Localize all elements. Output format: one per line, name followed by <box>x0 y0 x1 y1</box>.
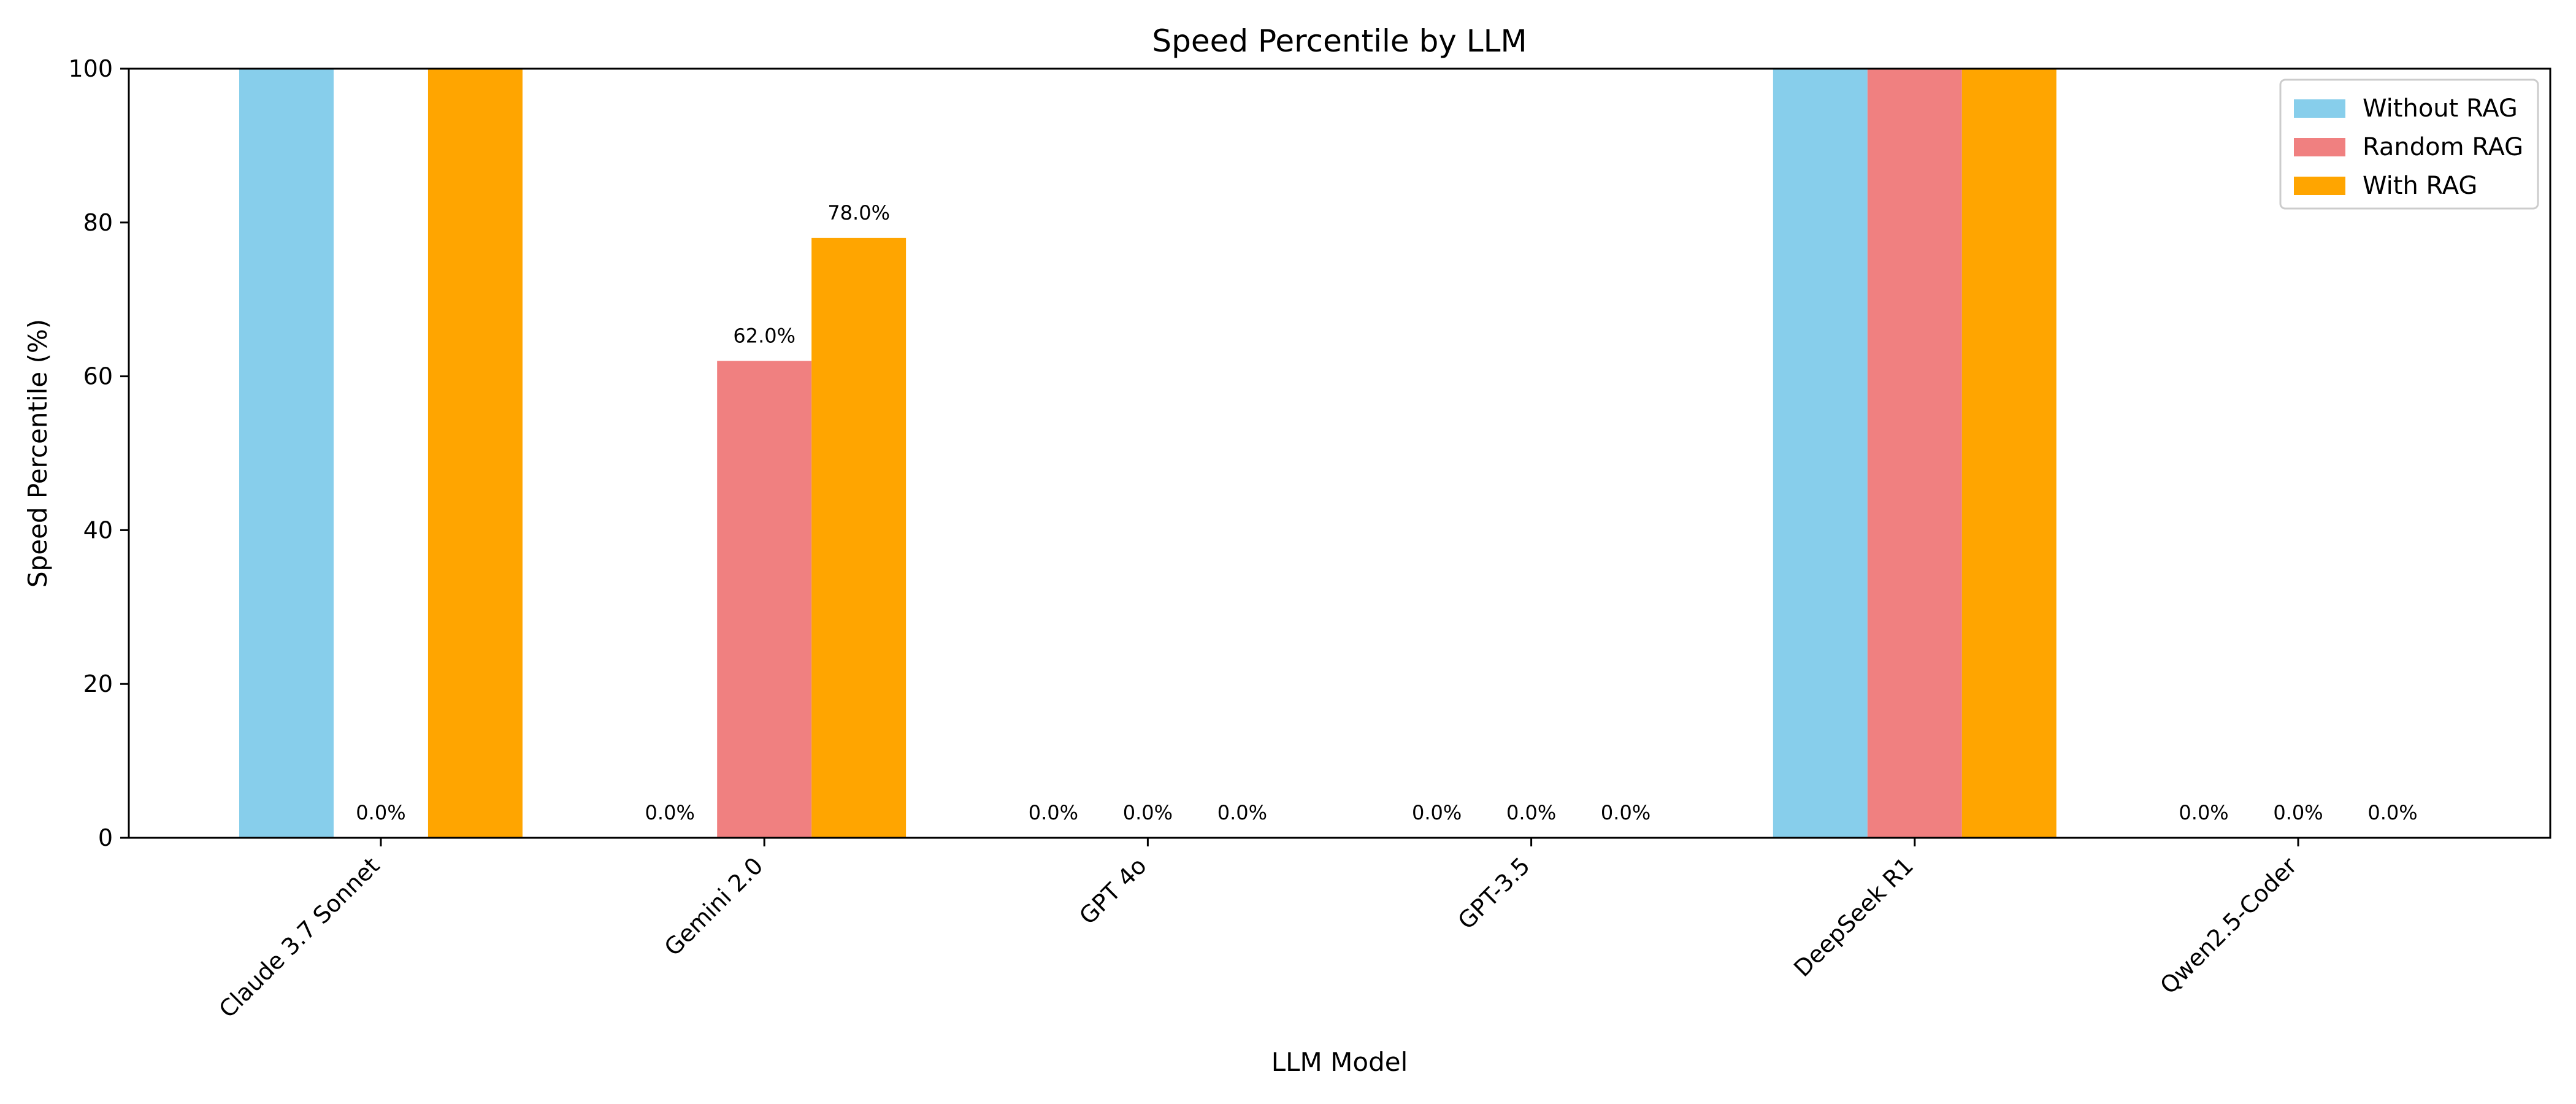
y-tick-label: 60 <box>83 363 113 390</box>
plot-frame <box>128 67 2551 839</box>
legend: Without RAG Random RAG With RAG <box>2279 79 2539 210</box>
y-tick-label: 20 <box>83 670 113 697</box>
y-tick-label: 80 <box>83 209 113 236</box>
bar-label: 0.0% <box>2273 801 2323 824</box>
x-axis-label: LLM Model <box>1271 1047 1408 1077</box>
bar-label: 0.0% <box>2367 801 2417 824</box>
y-tick-label: 100 <box>68 55 113 82</box>
bar-label: 0.0% <box>645 801 695 824</box>
bar-random-rag-4 <box>1867 69 1962 838</box>
bars-layer <box>239 69 2057 838</box>
bar-label: 78.0% <box>827 201 890 224</box>
bar-label: 0.0% <box>1217 801 1267 824</box>
x-tick-label: Gemini 2.0 <box>659 852 769 961</box>
bar-label: 0.0% <box>1506 801 1556 824</box>
bar-with-rag-0 <box>427 69 523 838</box>
legend-swatch <box>2294 177 2345 195</box>
bar-label: 0.0% <box>356 801 405 824</box>
bar-without-rag-0 <box>239 69 334 838</box>
legend-swatch <box>2294 99 2345 118</box>
x-axis: Claude 3.7 Sonnet Gemini 2.0 GPT 4o GPT-3.5… <box>213 838 2302 1023</box>
bar-label: 62.0% <box>733 324 795 348</box>
bar-label: 0.0% <box>1601 801 1650 824</box>
x-tick-label: Qwen2.5-Coder <box>2155 852 2302 999</box>
legend-swatch <box>2294 138 2345 156</box>
legend-label: Without RAG <box>2363 94 2518 123</box>
bar-with-rag-4 <box>1961 69 2057 838</box>
legend-label: With RAG <box>2363 172 2477 200</box>
chart-title: Speed Percentile by LLM <box>1152 23 1527 59</box>
y-tick-label: 0 <box>98 824 113 851</box>
x-tick-label: Claude 3.7 Sonnet <box>213 852 385 1023</box>
bar-label: 0.0% <box>1123 801 1173 824</box>
y-tick-label: 40 <box>83 516 113 543</box>
bar-random-rag-1 <box>717 361 812 838</box>
bar-labels-layer: 0.0% 0.0% 0.0% 0.0% 0.0% 62.0% 0.0% 0.0% 0.0% 78.… <box>356 201 2417 824</box>
bar-label: 0.0% <box>1029 801 1078 824</box>
y-axis-label: Speed Percentile (%) <box>23 319 53 588</box>
y-axis: 0 20 40 60 80 100 <box>68 55 129 851</box>
x-tick-label: GPT 4o <box>1074 852 1152 930</box>
legend-label: Random RAG <box>2363 133 2523 161</box>
bar-label: 0.0% <box>2179 801 2228 824</box>
bar-label: 0.0% <box>1412 801 1462 824</box>
bar-without-rag-4 <box>1773 69 1868 838</box>
bar-with-rag-1 <box>811 237 907 838</box>
x-tick-label: GPT-3.5 <box>1452 852 1535 935</box>
x-tick-label: DeepSeek R1 <box>1788 852 1919 982</box>
